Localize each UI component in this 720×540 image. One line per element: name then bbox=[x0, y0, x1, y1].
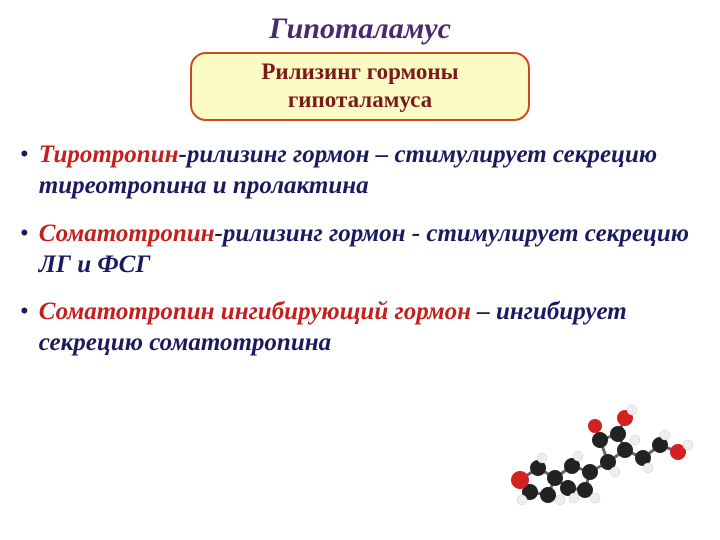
bullet-marker: • bbox=[20, 139, 29, 170]
bullet-text: Тиротропин-рилизинг гормон – стимулирует… bbox=[39, 139, 692, 202]
subtitle-line-1: Рилизинг гормоны bbox=[202, 58, 518, 86]
dash: - bbox=[215, 220, 223, 247]
hormone-name: Тиротропин bbox=[39, 141, 179, 168]
molecule-image bbox=[500, 390, 700, 520]
bullet-marker: • bbox=[20, 296, 29, 327]
subtitle-line-2: гипоталамуса bbox=[202, 86, 518, 114]
bullet-item: • Соматотропин-рилизинг гормон - стимули… bbox=[28, 218, 692, 281]
dash: - bbox=[178, 141, 186, 168]
hormone-name: Соматотропин ингибирующий гормон bbox=[39, 298, 471, 325]
bullet-item: • Тиротропин-рилизинг гормон – стимулиру… bbox=[28, 139, 692, 202]
bullet-item: • Соматотропин ингибирующий гормон – инг… bbox=[28, 296, 692, 359]
content-area: • Тиротропин-рилизинг гормон – стимулиру… bbox=[0, 121, 720, 359]
bullet-text: Соматотропин ингибирующий гормон – ингиб… bbox=[39, 296, 692, 359]
page-title: Гипоталамус bbox=[0, 0, 720, 46]
subtitle-box: Рилизинг гормоны гипоталамуса bbox=[190, 52, 530, 121]
bullet-text: Соматотропин-рилизинг гормон - стимулиру… bbox=[39, 218, 692, 281]
bullet-marker: • bbox=[20, 218, 29, 249]
hormone-name: Соматотропин bbox=[39, 220, 215, 247]
